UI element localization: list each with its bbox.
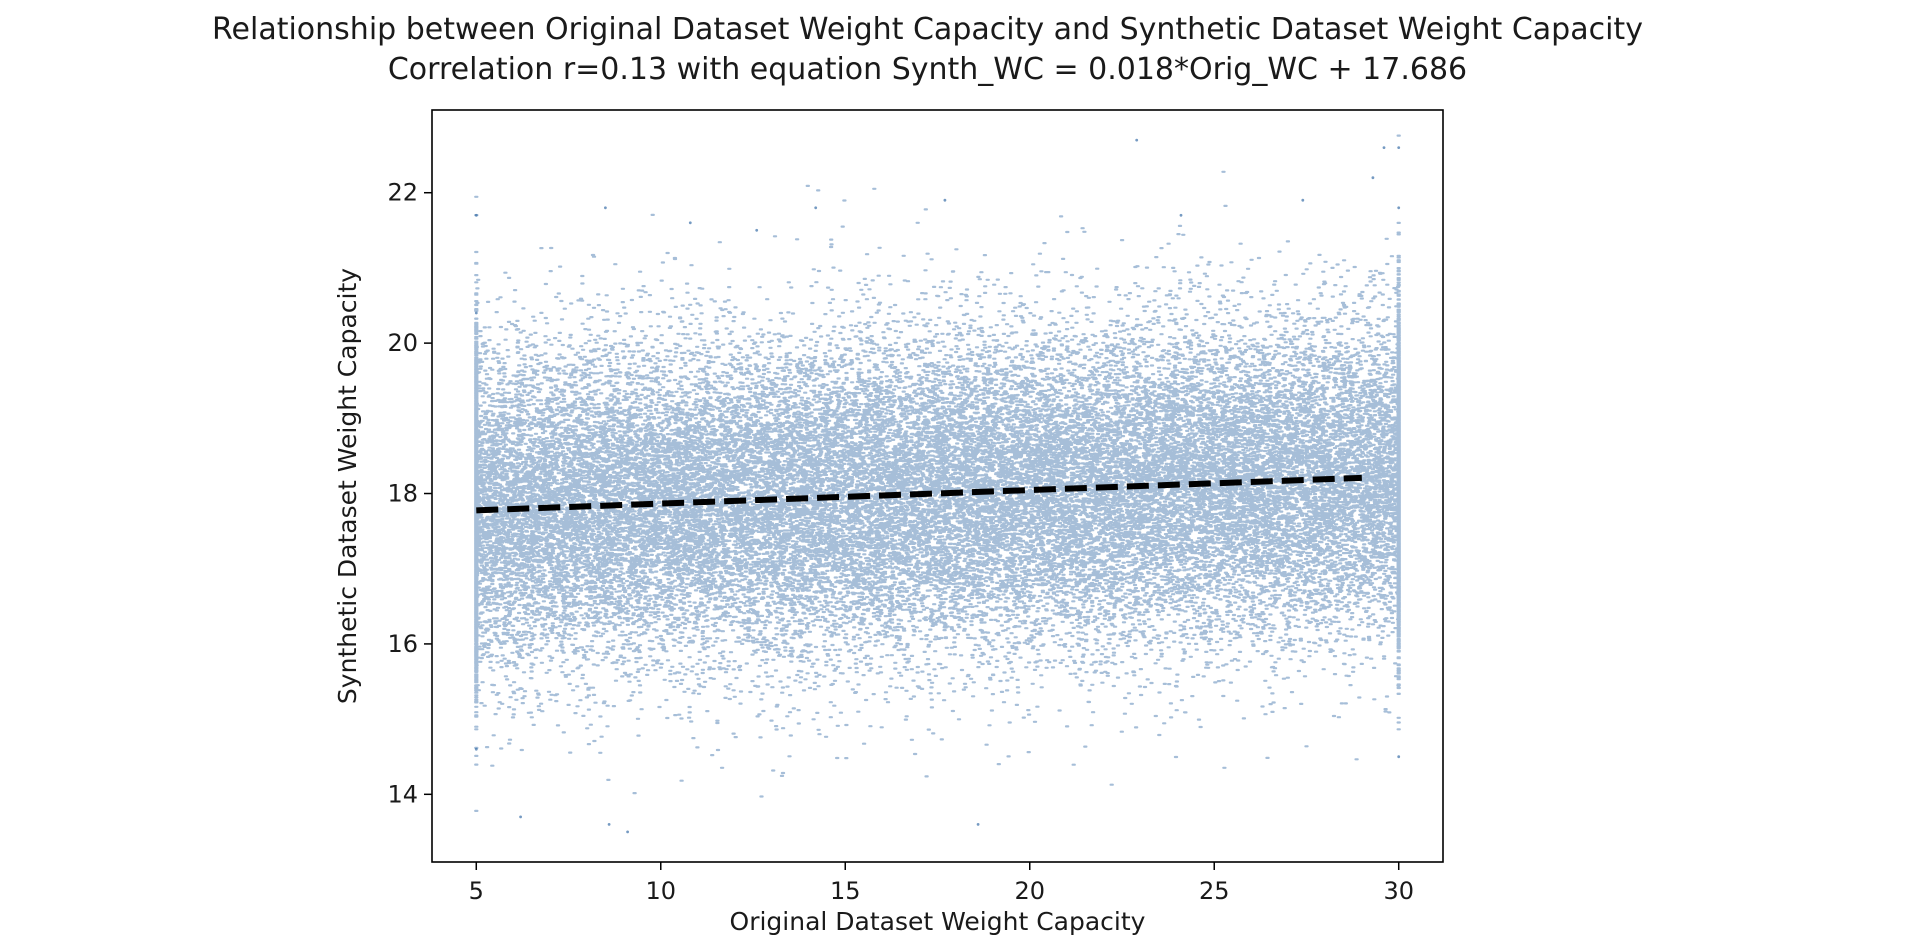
scatter-point	[1179, 213, 1183, 217]
scatter-point	[755, 228, 759, 232]
scatter-point	[474, 213, 478, 217]
scatter-point	[1301, 198, 1305, 202]
scatter-point	[626, 830, 629, 834]
scatter-point	[943, 198, 947, 202]
scatter-point	[474, 747, 478, 751]
scatter-point	[607, 823, 611, 826]
scatter-point	[976, 823, 980, 826]
scatter-point	[1397, 755, 1401, 759]
x-axis-label: Original Dataset Weight Capacity	[730, 907, 1146, 936]
x-tick-label: 10	[645, 877, 676, 905]
y-tick-label: 16	[387, 630, 418, 658]
y-tick-label: 20	[387, 329, 418, 357]
y-tick-label: 14	[387, 780, 418, 808]
scatter-point	[688, 221, 692, 225]
y-axis-label: Synthetic Dataset Weight Capacity	[333, 268, 362, 704]
scatter-point	[1371, 176, 1375, 180]
x-axis: 5 10 15 20 25 30	[469, 862, 1414, 905]
scatter-point	[1397, 206, 1401, 210]
scatter-point	[814, 206, 818, 210]
scatter-point	[1382, 146, 1386, 150]
x-tick-label: 20	[1014, 877, 1045, 905]
x-tick-label: 5	[469, 877, 484, 905]
chart-subtitle: Correlation r=0.13 with equation Synth_W…	[387, 52, 1468, 87]
scatter-point	[474, 311, 478, 315]
regression-line	[476, 474, 1362, 514]
plot-area-frame	[431, 109, 1444, 863]
scatter-point	[604, 206, 607, 210]
y-tick-label: 22	[387, 179, 418, 207]
scatter-point-cloud	[474, 134, 1401, 812]
x-tick-label: 30	[1383, 877, 1414, 905]
scatter-point	[1135, 138, 1139, 142]
x-tick-label: 15	[830, 877, 861, 905]
regression-line-layer	[476, 474, 1362, 514]
scatter-point	[519, 815, 522, 819]
scatter-point	[1397, 146, 1401, 150]
y-axis: 14 16 18 20 22	[387, 179, 432, 808]
chart-title: Relationship between Original Dataset We…	[212, 12, 1643, 47]
x-tick-label: 25	[1199, 877, 1230, 905]
y-tick-label: 18	[387, 480, 418, 508]
